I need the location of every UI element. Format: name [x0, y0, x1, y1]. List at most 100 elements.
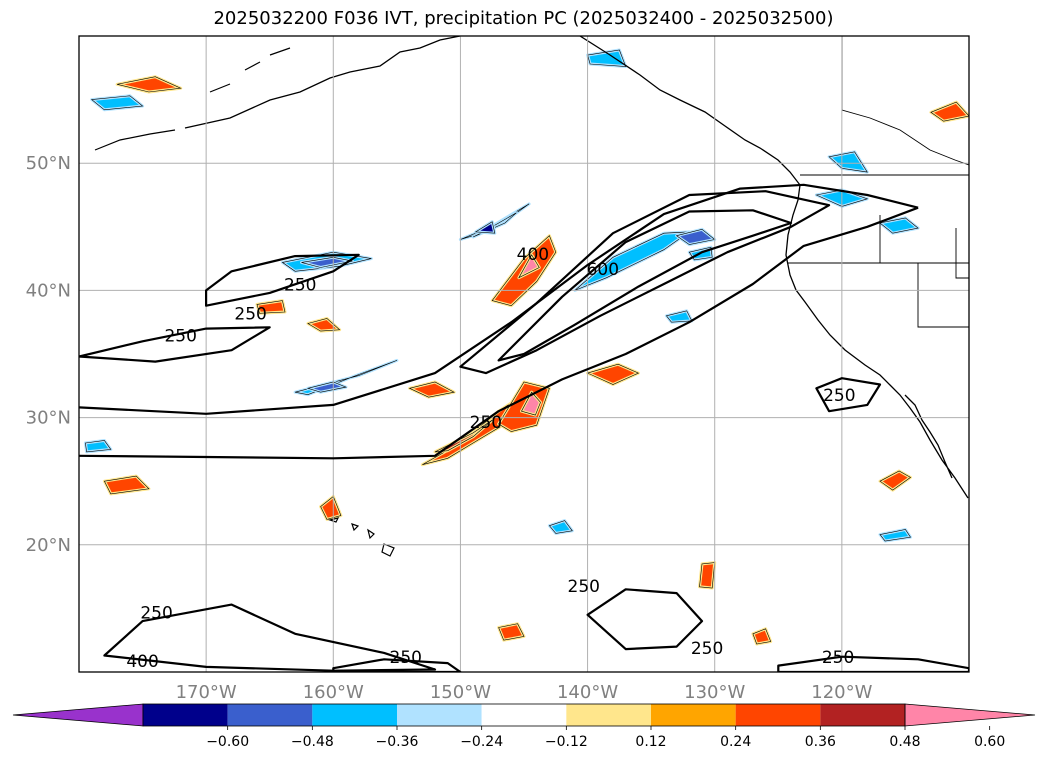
y-tick-label: 50°N	[26, 153, 71, 174]
pc-region-8	[306, 316, 342, 333]
contour-label: 250	[822, 648, 854, 668]
colorbar: −0.60 −0.48 −0.36 −0.24 −0.12 0.12 0.24 0.36 0.4…	[12, 703, 1036, 750]
colorbar-segment	[312, 704, 397, 726]
colorbar-segment	[651, 704, 736, 726]
coastline-north-america	[184, 36, 969, 499]
y-tick-label: 40°N	[26, 280, 71, 301]
ivt-contour-250-1	[79, 206, 919, 460]
pc-region-outline-33	[548, 520, 573, 534]
pc-region-outline-32	[879, 529, 912, 542]
ivt-contour-600-3	[497, 209, 793, 362]
x-tick-label: 130°W	[684, 682, 745, 703]
colorbar-segment	[227, 704, 313, 726]
colorbar-frame	[142, 703, 906, 727]
x-tick-label: 150°W	[430, 682, 491, 703]
colorbar-tick-label: 0.12	[635, 734, 666, 750]
ivt-contour-250-0	[79, 183, 919, 415]
pc-region-outline-5	[518, 254, 540, 279]
ivt-contour-250-8	[777, 655, 969, 672]
x-tick-label: 120°W	[811, 682, 872, 703]
pc-region-outline-2	[498, 381, 550, 432]
ivt-contour-250-4	[79, 326, 271, 363]
coastline-hawaii	[327, 517, 395, 557]
pc-region-outline-27	[85, 440, 112, 453]
pc-region-7	[408, 380, 456, 399]
pc-region-outline-22	[301, 256, 353, 268]
ivt-contours	[79, 183, 969, 672]
pc-region-outline-26	[306, 381, 348, 393]
x-axis-ticks: 170°W 160°W 150°W 140°W 130°W 120°W	[176, 682, 873, 703]
pc-region-outline-30	[815, 189, 869, 207]
colorbar-segment	[820, 704, 905, 726]
contour-label: 250	[284, 275, 316, 295]
colorbar-tick-label: −0.48	[291, 734, 334, 750]
y-tick-label: 20°N	[26, 535, 71, 556]
colorbar-tick-label: 0.48	[889, 734, 920, 750]
ivt-contour-labels: 250 400 250 250 250 250 400 600 250 250 250 250 250	[126, 245, 855, 672]
pc-region-outline-4	[491, 235, 557, 307]
colorbar-tick-label: 0.36	[805, 734, 836, 750]
coastlines	[94, 36, 969, 557]
contour-label: 250	[140, 604, 172, 624]
colorbar-tick-label: −0.24	[460, 734, 503, 750]
y-tick-label: 30°N	[26, 408, 71, 429]
pc-region-outline-12	[752, 628, 772, 645]
colorbar-extend-low	[12, 703, 144, 727]
pc-region-outline-29	[828, 151, 868, 173]
pc-region-outline-16	[930, 101, 969, 122]
plot-frame	[78, 35, 970, 673]
pc-region-outline-3	[521, 391, 541, 416]
pc-region-20	[474, 220, 497, 235]
pc-region-outline-14	[699, 562, 716, 589]
contour-label: 250	[164, 326, 196, 346]
colorbar-segment	[481, 704, 567, 726]
contour-label: 400	[517, 245, 549, 265]
ivt-contour-250-6	[103, 603, 437, 672]
colorbar-segment	[397, 704, 482, 726]
border-us-canada	[788, 36, 969, 328]
colorbar-tick-label: −0.60	[206, 734, 249, 750]
ivt-contour-400-2	[459, 190, 831, 375]
colorbar-tick-label: −0.12	[545, 734, 588, 750]
contour-label: 400	[126, 652, 158, 672]
pc-region-outline-7	[408, 381, 455, 398]
contour-label: 250	[390, 648, 422, 668]
pc-region-outline-11	[320, 496, 342, 520]
colorbar-segment	[735, 704, 821, 726]
y-axis-ticks: 20°N 30°N 40°N 50°N	[26, 153, 71, 556]
precip-pc-shading	[83, 48, 969, 646]
ivt-contour-250-5	[205, 253, 360, 307]
pc-region-15	[102, 474, 151, 496]
contour-label: 250	[691, 639, 723, 659]
colorbar-extend-high	[904, 703, 1036, 727]
pc-region-28	[90, 94, 145, 112]
pc-region-outline-9	[586, 363, 640, 385]
pc-region-outline-20	[474, 221, 496, 234]
colorbar-segment	[566, 704, 651, 726]
colorbar-segment	[143, 704, 228, 726]
contour-label: 250	[234, 305, 266, 325]
contour-label: 250	[823, 386, 855, 406]
contour-label: 600	[587, 260, 619, 280]
colorbar-tick-label: 0.24	[720, 734, 751, 750]
x-tick-label: 140°W	[557, 682, 618, 703]
x-tick-label: 160°W	[303, 682, 364, 703]
x-tick-label: 170°W	[176, 682, 237, 703]
pc-region-outline-34	[587, 49, 627, 67]
contour-label: 250	[470, 413, 502, 433]
contour-label: 250	[568, 577, 600, 597]
ivt-contour-250-9	[815, 377, 882, 413]
colorbar-tick-label: −0.36	[376, 734, 419, 750]
pc-region-outline-31	[879, 217, 919, 234]
chart-title: 2025032200 F036 IVT, precipitation PC (2…	[213, 8, 834, 29]
pc-region-outline-21	[281, 251, 372, 272]
pc-region-outline-13	[498, 623, 525, 641]
pc-region-outline-8	[307, 318, 341, 332]
pc-region-6	[115, 75, 183, 94]
pc-region-outline-15	[103, 475, 150, 495]
coastline-aleutians	[94, 47, 291, 151]
colorbar-tick-label: 0.60	[974, 734, 1005, 750]
pc-region-outline-10	[879, 470, 912, 491]
pc-region-outline-28	[90, 95, 144, 111]
